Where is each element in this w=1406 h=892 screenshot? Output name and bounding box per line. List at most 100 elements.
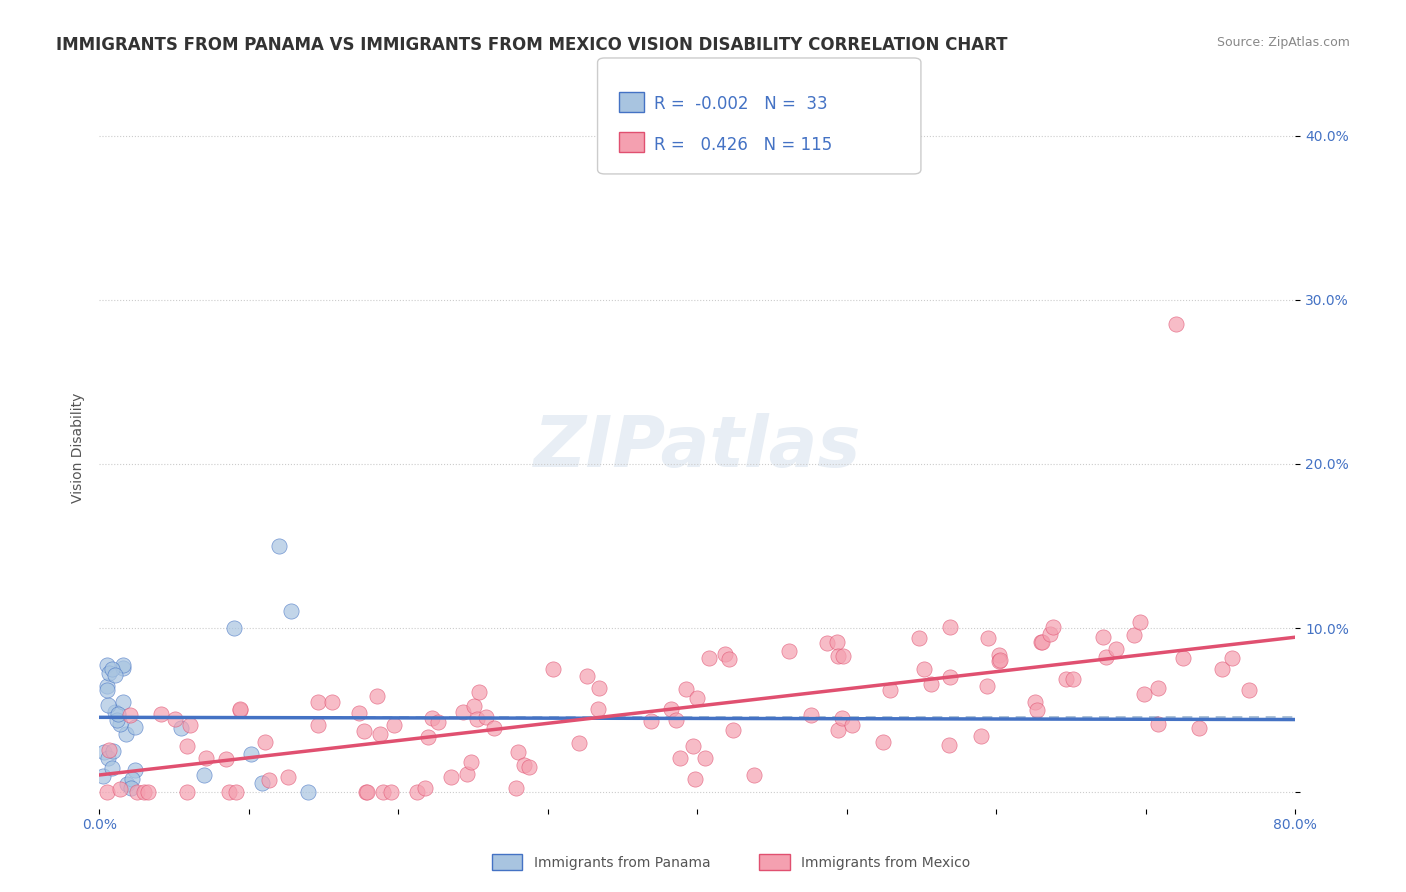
Point: [987, 648, 1010, 663]
Point: [699, 650, 721, 665]
Point: [686, 690, 709, 705]
Point: [132, 785, 155, 799]
Point: [908, 631, 931, 645]
Point: [93, 745, 115, 759]
Point: [97, 698, 120, 713]
Point: [685, 772, 707, 787]
Text: ZIPatlas: ZIPatlas: [533, 413, 860, 482]
Point: [825, 635, 848, 649]
Point: [101, 761, 124, 775]
Point: [96, 683, 118, 698]
Point: [456, 767, 478, 781]
Point: [505, 780, 527, 795]
Point: [277, 770, 299, 784]
Point: [987, 654, 1010, 668]
Point: [827, 723, 849, 737]
Point: [307, 695, 329, 709]
Point: [368, 727, 391, 741]
Point: [1146, 681, 1168, 695]
Point: [382, 718, 405, 732]
Point: [91, 769, 114, 783]
Point: [252, 776, 274, 790]
Point: [1211, 662, 1233, 676]
Point: [920, 677, 942, 691]
Point: [513, 757, 536, 772]
Point: [297, 785, 319, 799]
Point: [800, 708, 823, 723]
Point: [827, 649, 849, 664]
Point: [427, 715, 450, 730]
Point: [976, 679, 998, 693]
Point: [1173, 651, 1195, 665]
Point: [1031, 635, 1053, 649]
Point: [976, 632, 998, 646]
Point: [693, 751, 716, 765]
Point: [575, 669, 598, 683]
Point: [229, 702, 252, 716]
Text: R =   0.426   N = 115: R = 0.426 N = 115: [654, 136, 832, 153]
Point: [413, 781, 436, 796]
Point: [366, 689, 388, 703]
Point: [115, 727, 138, 741]
Point: [1092, 631, 1115, 645]
Point: [267, 539, 290, 553]
Point: [218, 785, 240, 799]
Text: Source: ZipAtlas.com: Source: ZipAtlas.com: [1216, 36, 1350, 49]
Point: [97, 751, 120, 765]
Point: [193, 768, 215, 782]
Point: [96, 658, 118, 673]
Point: [259, 773, 281, 788]
Point: [107, 706, 129, 721]
Point: [451, 705, 474, 719]
Point: [675, 681, 697, 696]
Point: [1188, 721, 1211, 735]
Point: [988, 653, 1011, 667]
Point: [517, 760, 540, 774]
Point: [938, 670, 960, 684]
Point: [108, 717, 131, 731]
Point: [105, 714, 128, 728]
Point: [96, 785, 118, 799]
Point: [721, 723, 744, 738]
Point: [127, 785, 149, 799]
Point: [1104, 641, 1126, 656]
Point: [1147, 717, 1170, 731]
Point: [307, 717, 329, 731]
Point: [713, 648, 735, 662]
Point: [405, 785, 427, 799]
Point: [120, 780, 142, 795]
Point: [239, 747, 262, 761]
Point: [371, 785, 394, 799]
Point: [588, 681, 610, 695]
Point: [668, 751, 690, 765]
Point: [465, 712, 488, 726]
Point: [939, 620, 962, 634]
Point: [104, 667, 127, 681]
Point: [508, 745, 530, 759]
Point: [179, 718, 201, 732]
Point: [475, 710, 498, 724]
Point: [194, 751, 217, 765]
Point: [124, 720, 146, 734]
Point: [659, 702, 682, 716]
Point: [1123, 628, 1146, 642]
Point: [832, 649, 855, 664]
Point: [354, 785, 377, 799]
Point: [717, 652, 740, 666]
Point: [568, 735, 591, 749]
Point: [121, 772, 143, 787]
Point: [440, 770, 463, 784]
Point: [1129, 615, 1152, 629]
Point: [96, 679, 118, 693]
Point: [744, 768, 766, 782]
Point: [104, 706, 127, 720]
Point: [543, 662, 565, 676]
Point: [111, 695, 134, 709]
Point: [969, 729, 991, 743]
Point: [416, 730, 439, 744]
Point: [97, 743, 120, 757]
Point: [1222, 651, 1244, 665]
Point: [872, 735, 894, 749]
Point: [463, 699, 485, 714]
Point: [117, 777, 139, 791]
